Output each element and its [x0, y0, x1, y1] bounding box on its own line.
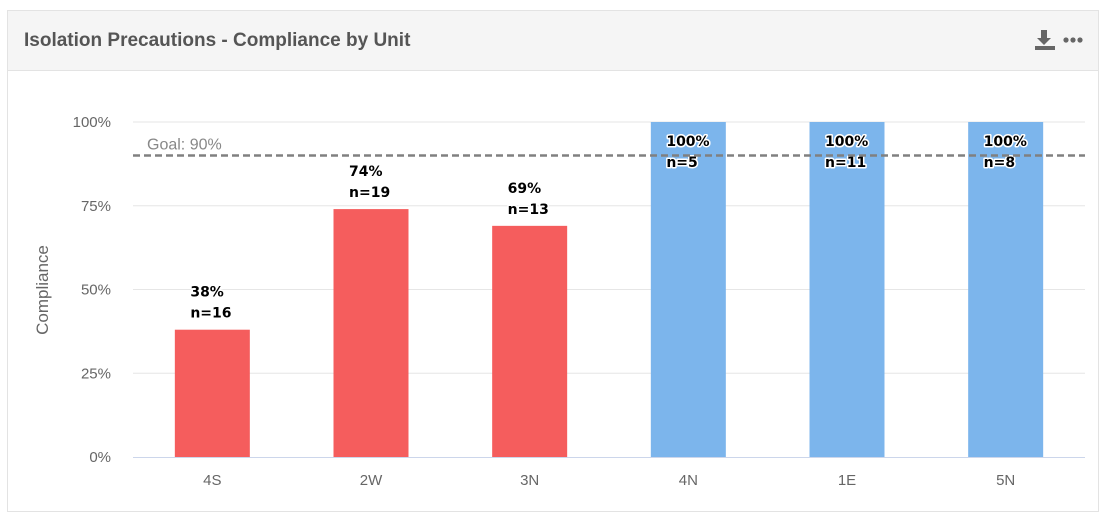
y-tick-label: 50% — [81, 282, 111, 299]
more-options-icon[interactable] — [1062, 29, 1084, 51]
bar-3N — [492, 225, 568, 457]
y-tick-label: 25% — [81, 365, 111, 382]
data-label-n: n=11 — [825, 155, 866, 171]
data-label-n: n=8 — [984, 155, 1015, 171]
download-icon-glyph — [1035, 30, 1055, 50]
data-label-n: n=13 — [508, 202, 549, 218]
x-tick-label: 4N — [679, 472, 698, 489]
x-tick-label: 3N — [520, 472, 539, 489]
header-actions — [1028, 28, 1084, 52]
x-tick-label: 5N — [996, 472, 1015, 489]
goal-label: Goal: 90% — [147, 137, 222, 154]
bar-2W — [333, 209, 409, 457]
data-label-percent: 100% — [984, 134, 1027, 150]
y-tick-label: 75% — [81, 198, 111, 215]
data-label-percent: 38% — [190, 285, 224, 301]
data-label-n: n=19 — [349, 185, 390, 201]
y-axis-title: Compliance — [33, 245, 52, 335]
download-icon[interactable] — [1034, 29, 1056, 51]
more-options-icon-glyph — [1063, 37, 1083, 43]
bar-5N — [968, 122, 1044, 457]
data-label-percent: 74% — [349, 164, 383, 180]
data-label-n: n=16 — [190, 306, 231, 322]
data-label-n: n=5 — [666, 155, 697, 171]
data-label-percent: 69% — [508, 181, 542, 197]
y-tick-label: 100% — [73, 114, 111, 131]
x-tick-label: 2W — [360, 472, 383, 489]
y-tick-label: 0% — [89, 449, 111, 466]
bar-4N — [650, 122, 726, 457]
bar-4S — [174, 329, 250, 457]
bar-1E — [809, 122, 885, 457]
x-tick-label: 4S — [203, 472, 221, 489]
chart-title: Isolation Precautions - Compliance by Un… — [24, 30, 411, 51]
data-label-percent: 100% — [825, 134, 868, 150]
data-label-percent: 100% — [666, 134, 709, 150]
x-tick-label: 1E — [838, 472, 856, 489]
card-header: Isolation Precautions - Compliance by Un… — [8, 11, 1098, 71]
